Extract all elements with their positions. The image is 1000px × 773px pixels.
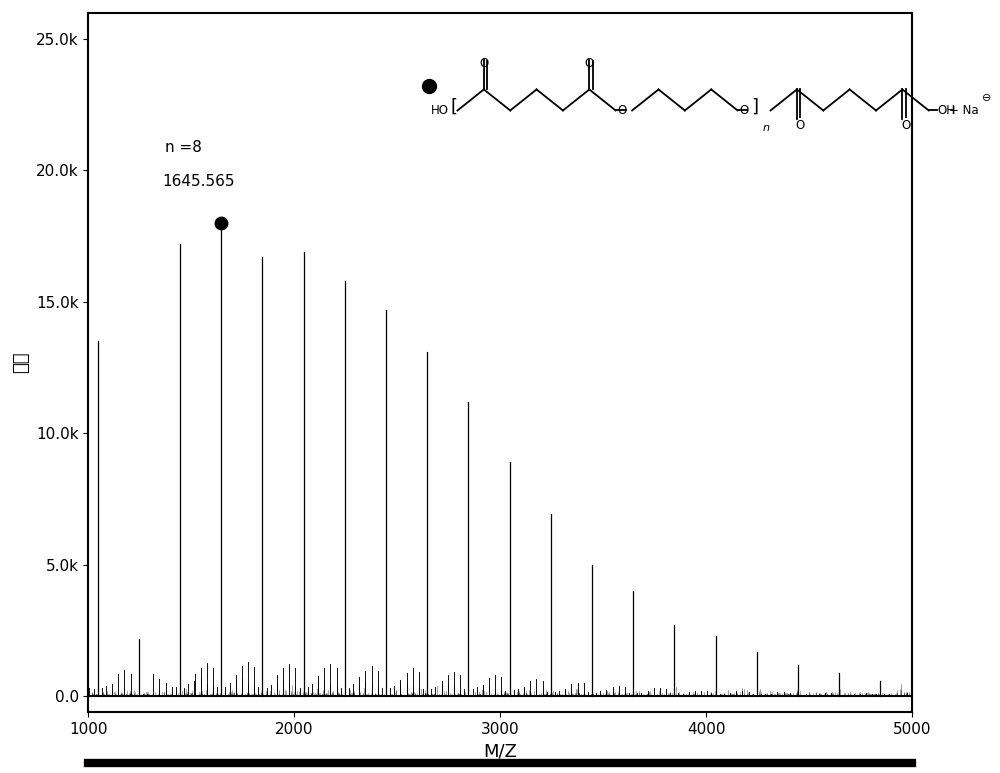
Text: n: n [762, 123, 769, 133]
Text: HO: HO [431, 104, 449, 117]
Text: [: [ [451, 98, 458, 116]
Text: + Na: + Na [949, 104, 979, 117]
Text: O: O [618, 104, 627, 117]
Text: O: O [479, 57, 488, 70]
Text: n =8: n =8 [165, 140, 201, 155]
Y-axis label: 强度: 强度 [12, 352, 30, 373]
Text: O: O [585, 57, 594, 70]
Text: ]: ] [751, 98, 758, 116]
Text: O: O [901, 119, 910, 132]
Text: O: O [796, 119, 805, 132]
Text: O: O [740, 104, 749, 117]
Text: 1645.565: 1645.565 [163, 174, 235, 189]
X-axis label: M/Z: M/Z [483, 743, 517, 761]
Text: OH: OH [937, 104, 955, 117]
Text: ⊖: ⊖ [982, 93, 992, 103]
